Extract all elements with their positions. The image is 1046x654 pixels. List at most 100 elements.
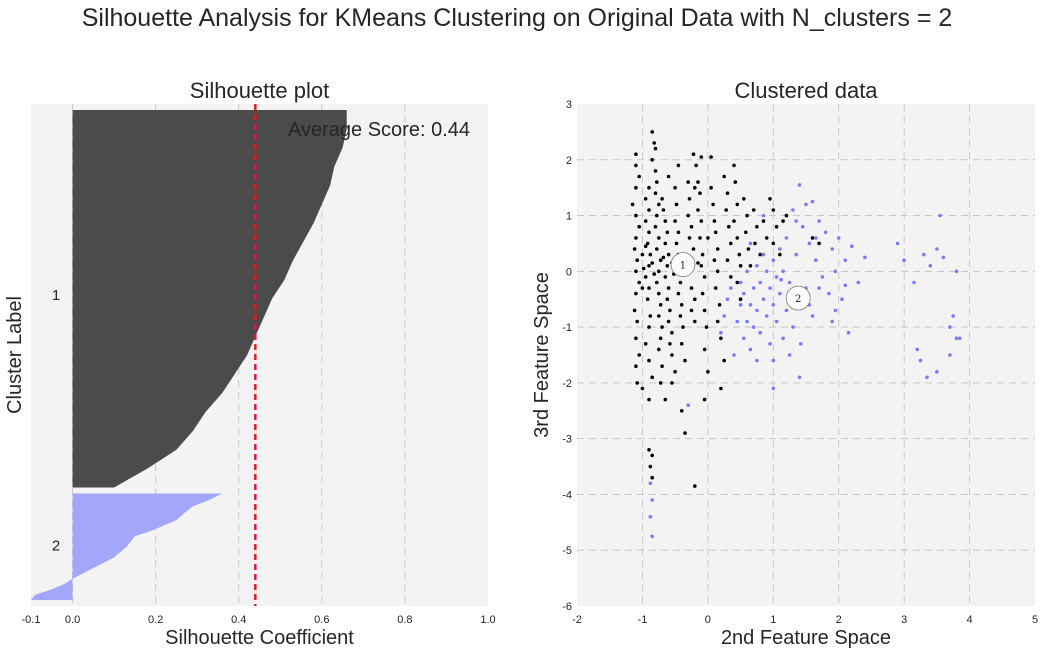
scatter-point-cluster-1	[653, 224, 658, 229]
scatter-point-cluster-1	[738, 297, 743, 302]
scatter-point-cluster-1	[717, 303, 722, 307]
scatter-point-cluster-1	[693, 484, 697, 488]
scatter-point-cluster-2	[794, 219, 798, 223]
scatter-point-cluster-1	[693, 297, 697, 302]
scatter-point-cluster-2	[863, 255, 867, 260]
silhouette-band-cluster-1	[72, 110, 347, 488]
scatter-point-cluster-1	[635, 319, 639, 324]
scatter-point-cluster-1	[696, 180, 700, 184]
scatter-point-cluster-1	[665, 230, 670, 235]
scatter-point-cluster-2	[761, 213, 766, 218]
scatter-point-cluster-2	[918, 358, 923, 363]
scatter-point-cluster-2	[823, 230, 828, 235]
scatter-point-cluster-2	[833, 269, 838, 274]
scatter-point-cluster-1	[673, 185, 677, 190]
silhouette-x-tick: -0.1	[22, 614, 41, 626]
scatter-point-cluster-1	[637, 224, 641, 229]
scatter-point-cluster-2	[830, 247, 834, 251]
silhouette-x-tick: 0.8	[397, 614, 412, 626]
scatter-point-cluster-2	[735, 319, 740, 324]
scatter-point-cluster-2	[784, 308, 789, 313]
scatter-point-cluster-1	[683, 431, 687, 435]
scatter-point-cluster-2	[758, 330, 762, 335]
scatter-point-cluster-1	[691, 152, 696, 156]
scatter-point-cluster-1	[715, 247, 720, 251]
scatter-point-cluster-1	[744, 230, 748, 235]
scatter-point-cluster-1	[751, 208, 756, 212]
scatter-x-tick: -2	[572, 614, 582, 626]
figure-suptitle: Silhouette Analysis for KMeans Clusterin…	[82, 4, 953, 32]
scatter-point-cluster-1	[634, 152, 638, 156]
silhouette-x-tick: 0.6	[314, 614, 329, 626]
scatter-point-cluster-1	[630, 202, 635, 207]
scatter-point-cluster-1	[706, 236, 710, 240]
scatter-point-cluster-1	[668, 342, 672, 346]
silhouette-x-tick: 0.4	[231, 614, 246, 626]
scatter-point-cluster-2	[774, 319, 779, 324]
scatter-y-tick: -1	[562, 322, 572, 334]
scatter-point-cluster-1	[686, 180, 690, 184]
scatter-point-cluster-2	[751, 325, 756, 329]
scatter-point-cluster-1	[670, 353, 674, 357]
scatter-point-cluster-1	[784, 213, 789, 218]
scatter-point-cluster-2	[810, 199, 815, 204]
scatter-point-cluster-1	[660, 197, 664, 201]
scatter-point-cluster-1	[810, 236, 815, 240]
scatter-point-cluster-2	[814, 236, 818, 240]
scatter-point-cluster-1	[737, 252, 742, 257]
scatter-point-cluster-1	[658, 336, 663, 341]
scatter-point-cluster-2	[771, 303, 776, 307]
cluster-label-2: 2	[52, 538, 60, 555]
scatter-point-cluster-1	[704, 325, 709, 329]
scatter-point-cluster-1	[687, 236, 692, 240]
scatter-point-cluster-1	[679, 303, 684, 307]
scatter-point-cluster-1	[732, 219, 736, 223]
scatter-point-cluster-1	[698, 191, 702, 195]
scatter-point-cluster-1	[687, 197, 692, 201]
silhouette-plot-title: Silhouette plot	[190, 78, 329, 103]
scatter-point-cluster-1	[647, 448, 651, 452]
scatter-point-cluster-1	[637, 280, 641, 285]
scatter-point-cluster-1	[647, 397, 651, 402]
scatter-point-cluster-1	[681, 325, 685, 329]
scatter-point-cluster-1	[676, 163, 681, 168]
scatter-point-cluster-1	[696, 208, 700, 212]
scatter-point-cluster-1	[660, 325, 664, 329]
scatter-point-cluster-2	[791, 325, 795, 329]
scatter-point-cluster-1	[643, 342, 648, 346]
scatter-point-cluster-2	[856, 280, 861, 285]
scatter-point-cluster-1	[632, 308, 637, 313]
scatter-point-cluster-1	[632, 247, 637, 251]
silhouette-x-ticks: -0.1 0.0 0.2 0.4 0.6 0.8 1.0	[22, 614, 496, 626]
cluster-labels: 12	[52, 287, 60, 555]
scatter-point-cluster-2	[781, 336, 785, 341]
scatter-point-cluster-2	[748, 241, 753, 246]
scatter-point-cluster-2	[912, 280, 916, 285]
scatter-y-tick: -2	[562, 378, 572, 390]
scatter-point-cluster-1	[711, 202, 715, 207]
scatter-point-cluster-1	[657, 291, 661, 296]
scatter-point-cluster-1	[702, 397, 707, 402]
scatter-point-cluster-1	[647, 185, 651, 190]
scatter-point-cluster-2	[817, 219, 821, 223]
scatter-y-tick: -3	[562, 434, 572, 446]
silhouette-x-tick: 0.2	[148, 614, 163, 626]
scatter-point-cluster-2	[748, 303, 753, 307]
scatter-point-cluster-1	[634, 364, 638, 369]
scatter-point-cluster-1	[696, 261, 700, 265]
scatter-point-cluster-1	[768, 197, 772, 201]
scatter-point-cluster-2	[820, 275, 825, 279]
cluster-center-label-1: 1	[680, 261, 686, 272]
scatter-point-cluster-2	[817, 286, 821, 290]
scatter-plot-area	[577, 104, 1035, 606]
scatter-point-cluster-1	[634, 185, 638, 190]
scatter-point-cluster-1	[699, 264, 704, 268]
scatter-point-cluster-1	[727, 224, 731, 229]
scatter-point-cluster-1	[719, 386, 723, 391]
scatter-point-cluster-2	[833, 308, 838, 313]
scatter-point-cluster-1	[699, 219, 704, 223]
cluster-center-label-2: 2	[795, 294, 801, 305]
scatter-point-cluster-1	[663, 397, 668, 402]
